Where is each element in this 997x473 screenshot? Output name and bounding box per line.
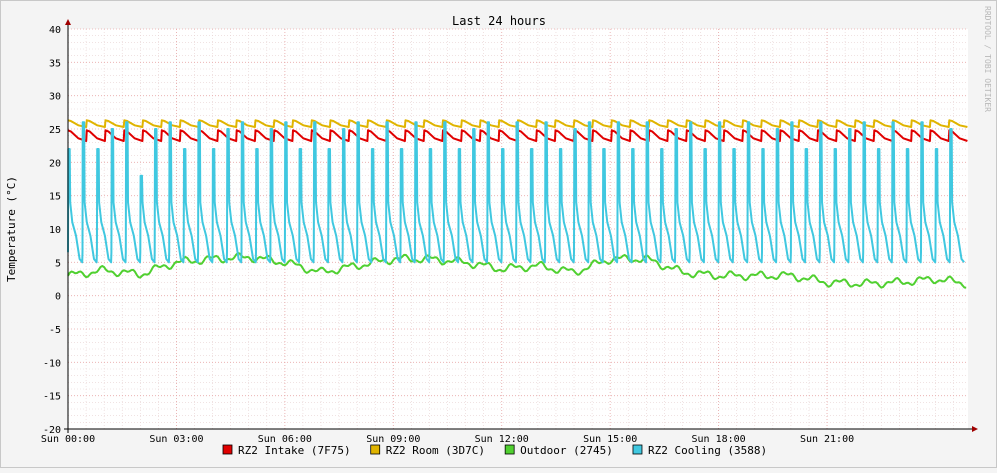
legend-label: RZ2 Room (3D7C) [386, 444, 485, 457]
chart-title: Last 24 hours [452, 14, 546, 28]
y-tick-label: 25 [49, 125, 61, 136]
legend-swatch [370, 444, 381, 455]
grid-lines [67, 28, 968, 430]
y-axis-label: Temperature (°C) [5, 176, 18, 282]
x-tick-label: Sun 21:00 [800, 434, 854, 445]
x-tick-label: Sun 00:00 [41, 434, 95, 445]
y-tick-label: 5 [55, 258, 61, 269]
legend-swatch [632, 444, 643, 455]
y-tick-label: 40 [49, 25, 61, 36]
x-tick-label: Sun 09:00 [366, 434, 420, 445]
x-tick-label: Sun 15:00 [583, 434, 637, 445]
x-tick-label: Sun 06:00 [258, 434, 312, 445]
x-tick-label: Sun 03:00 [149, 434, 203, 445]
y-tick-label: 30 [49, 92, 61, 103]
y-axis-arrow [65, 19, 71, 25]
y-tick-label: 10 [49, 225, 61, 236]
legend: RZ2 Intake (7F75) RZ2 Room (3D7C) Outdoor … [222, 444, 767, 457]
axes [64, 19, 978, 433]
legend-label: Outdoor (2745) [520, 444, 613, 457]
series-lines [67, 119, 968, 289]
legend-swatch [222, 444, 233, 455]
y-tick-label: 20 [49, 158, 61, 169]
y-tick-label: -15 [43, 392, 61, 403]
y-tick-label: -20 [43, 425, 61, 436]
watermark: RRDTOOL / TOBI OETIKER [983, 6, 992, 112]
x-tick-label: Sun 18:00 [692, 434, 746, 445]
legend-label: RZ2 Cooling (3588) [648, 444, 767, 457]
y-tick-label: -10 [43, 358, 61, 369]
series-line-2 [67, 252, 967, 289]
legend-swatch [504, 444, 515, 455]
y-tick-label: 15 [49, 192, 61, 203]
series-line-3 [67, 121, 965, 264]
y-tick-labels: 40 35 30 25 20 15 10 5 0 -5 -10 -15 -20 [43, 25, 61, 436]
x-tick-label: Sun 12:00 [475, 434, 529, 445]
legend-label: RZ2 Intake (7F75) [238, 444, 351, 457]
y-tick-label: 0 [55, 292, 61, 303]
x-axis-arrow [972, 426, 978, 432]
y-tick-label: 35 [49, 58, 61, 69]
y-tick-label: -5 [49, 325, 61, 336]
x-tick-labels: Sun 00:00 Sun 03:00 Sun 06:00 Sun 09:00 Sun … [41, 434, 854, 445]
